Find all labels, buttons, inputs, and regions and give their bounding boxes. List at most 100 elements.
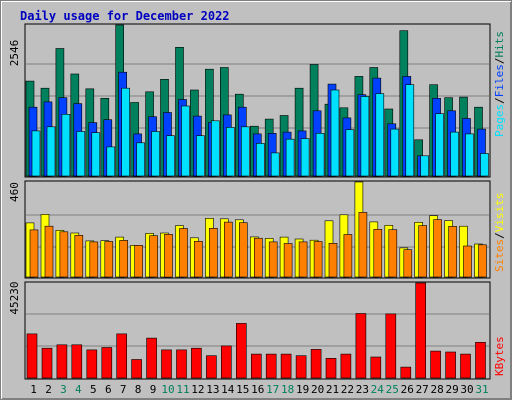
day-label: 6 — [105, 383, 112, 396]
pages-bar — [196, 135, 205, 177]
ymax-label-visits: 460 — [8, 182, 21, 202]
sites-bar — [179, 228, 188, 278]
pages-bar — [61, 114, 71, 177]
kbytes-bar — [385, 313, 397, 379]
legend-item-files: Files — [493, 64, 506, 97]
kbytes-bar — [161, 349, 172, 379]
legend-separator: / — [493, 97, 506, 104]
legend-separator: / — [493, 232, 506, 239]
kbytes-bar — [415, 282, 427, 379]
day-label: 26 — [401, 383, 414, 396]
pages-bar — [315, 133, 325, 177]
kbytes-bar — [295, 355, 307, 379]
day-label: 15 — [236, 383, 249, 396]
legend-item-sites: Sites — [493, 239, 506, 272]
pages-bar — [31, 130, 41, 177]
sites-bar — [358, 212, 368, 278]
pages-bar — [151, 131, 160, 177]
day-label: 27 — [416, 383, 429, 396]
sites-bar — [59, 231, 69, 278]
pages-bar — [345, 129, 355, 177]
sites-bar — [313, 241, 323, 278]
kbytes-bar — [310, 349, 322, 379]
day-label: 11 — [176, 383, 189, 396]
legend-text: Sites/Visits — [493, 193, 506, 273]
ymax-label-kbytes: 45230 — [8, 281, 21, 314]
kbytes-bar — [206, 355, 217, 379]
pages-bar — [435, 113, 444, 177]
day-label: 31 — [475, 383, 488, 396]
pages-bar — [330, 89, 340, 177]
sites-bar — [298, 241, 308, 278]
kbytes-bar — [325, 357, 337, 379]
pages-bar — [181, 105, 190, 177]
pages-bar — [226, 127, 235, 177]
pages-bar — [360, 96, 370, 177]
legend-item-hits: Hits — [493, 31, 506, 58]
pages-bar — [211, 120, 220, 177]
pages-bar — [450, 131, 459, 177]
kbytes-bar — [460, 353, 471, 379]
kbytes-bar — [191, 347, 202, 379]
sites-bar — [74, 235, 84, 278]
kbytes-bar — [221, 345, 232, 379]
day-label: 16 — [251, 383, 264, 396]
kbytes-bar — [355, 313, 367, 379]
day-label: 21 — [326, 383, 339, 396]
pages-bar — [255, 143, 265, 177]
legend-item-visits: Visits — [493, 193, 506, 233]
pages-bar — [375, 93, 385, 177]
pages-bar — [480, 153, 489, 177]
x-axis-day-labels: 1 2 3 4 5 6 7 8 9 10 11 12 13 14 15 16 17 18 19 20 21 22 23 24 2… — [30, 383, 488, 396]
kbytes-bar — [146, 337, 157, 379]
sites-bar — [194, 241, 203, 278]
sites-bar — [463, 245, 472, 278]
kbytes-bar — [251, 353, 262, 379]
kbytes-bar — [101, 347, 113, 379]
kbytes-bar — [340, 353, 352, 379]
sites-bar — [104, 241, 114, 278]
legend-text: Pages/Files/Hits — [493, 31, 506, 137]
day-label: 10 — [161, 383, 174, 396]
legend-text: KBytes — [493, 336, 506, 376]
pages-bar — [390, 128, 400, 177]
pages-bar — [76, 131, 86, 177]
visits-sites-bars — [25, 181, 487, 278]
sites-bar — [433, 219, 442, 278]
pages-bar — [46, 126, 56, 177]
sites-bar — [29, 229, 39, 278]
sites-bar — [448, 226, 457, 278]
day-label: 1 — [30, 383, 37, 396]
day-label: 5 — [90, 383, 97, 396]
pages-bar — [285, 138, 295, 177]
day-label: 3 — [60, 383, 67, 396]
day-label: 24 — [371, 383, 385, 396]
sites-bar — [134, 245, 143, 278]
kbytes-bar — [26, 333, 38, 379]
kbytes-bar — [71, 344, 83, 379]
sites-bar — [89, 241, 99, 278]
pages-bar — [166, 135, 175, 177]
day-label: 18 — [281, 383, 294, 396]
sites-bar — [343, 234, 353, 278]
pages-bar — [300, 138, 310, 177]
sites-bar — [388, 229, 398, 278]
pages-bar — [405, 84, 415, 177]
kbytes-bars — [26, 282, 486, 379]
pages-bar — [121, 87, 130, 177]
day-label: 12 — [191, 383, 204, 396]
sites-bar — [164, 234, 173, 278]
kbytes-bar — [445, 351, 456, 379]
day-label: 20 — [311, 383, 324, 396]
kbytes-bar — [41, 347, 53, 379]
day-label: 7 — [120, 383, 127, 396]
sites-bar — [119, 240, 128, 278]
kbytes-bar — [475, 341, 486, 379]
day-label: 17 — [266, 383, 279, 396]
day-label: 22 — [341, 383, 354, 396]
legend-separator: / — [493, 58, 506, 65]
pages-bar — [465, 133, 474, 177]
sites-bar — [209, 228, 218, 278]
day-label: 4 — [75, 383, 82, 396]
day-label: 29 — [445, 383, 458, 396]
